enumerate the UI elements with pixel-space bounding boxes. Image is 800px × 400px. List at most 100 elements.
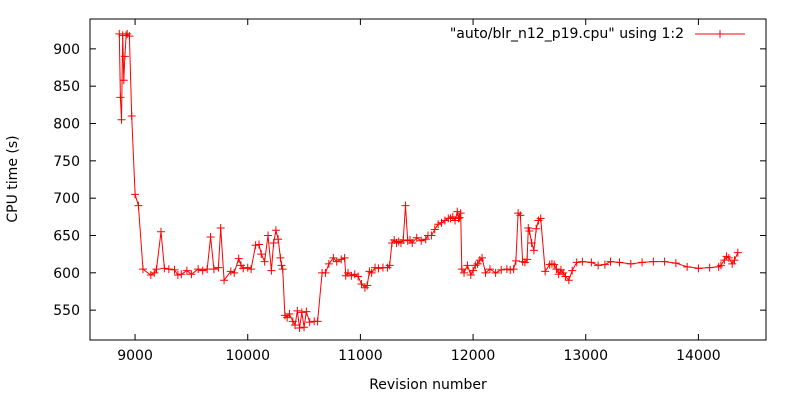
data-point: [509, 265, 518, 274]
data-point: [469, 266, 478, 275]
series-layer: [115, 29, 742, 333]
data-point: [220, 276, 229, 285]
x-axis-label: Revision number: [369, 377, 487, 393]
data-point: [152, 265, 161, 274]
x-tick-label: 12000: [451, 348, 496, 364]
data-point: [357, 280, 366, 289]
data-point: [138, 265, 147, 274]
data-point: [408, 238, 417, 247]
data-point: [297, 308, 306, 317]
data-point: [302, 307, 311, 316]
data-point: [371, 263, 380, 272]
data-point: [340, 253, 349, 262]
data-point: [117, 115, 126, 124]
data-point: [251, 241, 260, 250]
data-point: [156, 227, 165, 236]
y-tick-label: 700: [53, 191, 80, 207]
data-point: [182, 266, 191, 275]
data-point: [455, 213, 464, 222]
y-tick-label: 900: [53, 42, 80, 58]
data-point: [276, 253, 285, 262]
legend-label: "auto/blr_n12_p19.cpu" using 1:2: [450, 26, 684, 42]
data-point: [600, 260, 609, 269]
data-point: [122, 31, 131, 40]
data-point: [724, 253, 733, 262]
data-point: [516, 211, 525, 220]
data-point: [150, 268, 159, 277]
data-point: [671, 259, 680, 268]
data-point: [475, 256, 484, 265]
data-point: [374, 264, 383, 273]
data-point: [243, 263, 252, 272]
y-tick-label: 800: [53, 117, 80, 133]
data-point: [527, 238, 536, 247]
data-point: [295, 324, 304, 333]
data-point: [417, 236, 426, 245]
data-point: [730, 256, 739, 265]
data-point: [399, 235, 408, 244]
data-point: [536, 214, 545, 223]
data-point: [277, 261, 286, 270]
data-point: [401, 201, 410, 210]
data-point: [234, 254, 243, 263]
data-point: [300, 323, 309, 332]
data-point: [116, 93, 125, 102]
data-point: [514, 209, 523, 218]
series-group: [115, 29, 742, 333]
data-point: [125, 32, 134, 41]
data-point: [716, 261, 725, 270]
data-point: [481, 268, 490, 277]
data-point: [365, 267, 374, 276]
y-tick-label: 600: [53, 266, 80, 282]
data-point: [115, 29, 124, 38]
data-point: [226, 267, 235, 276]
y-tick-label: 550: [53, 303, 80, 319]
data-point: [403, 236, 412, 245]
data-point: [578, 257, 587, 266]
data-point: [478, 253, 487, 262]
data-point: [134, 201, 143, 210]
data-point: [267, 266, 276, 275]
data-point: [170, 265, 179, 274]
data-point: [198, 266, 207, 275]
y-axis-label: CPU time (s): [5, 135, 21, 222]
data-point: [264, 231, 273, 240]
x-tick-label: 10000: [225, 348, 270, 364]
data-point: [255, 240, 263, 249]
data-point: [363, 281, 372, 290]
data-point: [313, 317, 322, 326]
data-point: [239, 264, 248, 273]
data-point: [606, 257, 615, 266]
data-point: [733, 248, 742, 257]
data-point: [529, 246, 538, 255]
data-point: [177, 270, 186, 279]
y-tick-label: 750: [53, 154, 80, 170]
data-point: [594, 261, 603, 270]
data-point: [214, 263, 223, 272]
data-point: [572, 258, 581, 267]
data-point: [485, 265, 494, 274]
data-point: [541, 267, 550, 276]
data-point: [230, 268, 239, 277]
data-point: [257, 250, 266, 259]
data-point: [649, 257, 658, 266]
data-point: [427, 231, 436, 240]
data-point: [337, 255, 346, 264]
data-point: [271, 226, 280, 235]
data-point: [247, 265, 256, 274]
tick-labels: 9000 10000 11000 12000 13000 14000 550 600 650 70…: [53, 42, 720, 364]
series-line: [118, 33, 739, 329]
data-point: [453, 207, 462, 216]
data-point: [615, 258, 624, 267]
data-point: [568, 266, 577, 275]
data-point: [518, 257, 527, 266]
data-point: [216, 224, 225, 233]
data-point: [460, 268, 469, 277]
data-point: [278, 265, 287, 274]
data-point: [587, 258, 596, 267]
data-point: [638, 258, 647, 267]
data-point: [160, 264, 169, 273]
data-point: [525, 227, 534, 236]
data-point: [683, 262, 692, 271]
data-point: [456, 209, 465, 218]
